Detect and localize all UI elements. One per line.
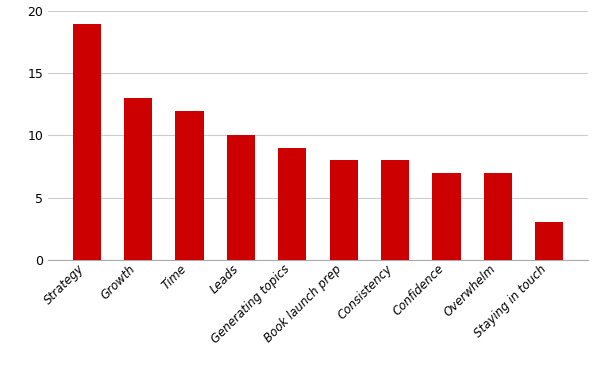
Bar — [329, 160, 358, 260]
Bar — [535, 222, 563, 260]
Bar — [381, 160, 409, 260]
Bar — [433, 173, 461, 260]
Bar — [484, 173, 512, 260]
Bar — [227, 135, 255, 260]
Bar — [175, 111, 203, 260]
Bar — [73, 23, 101, 260]
Bar — [278, 148, 307, 260]
Bar — [124, 98, 152, 260]
